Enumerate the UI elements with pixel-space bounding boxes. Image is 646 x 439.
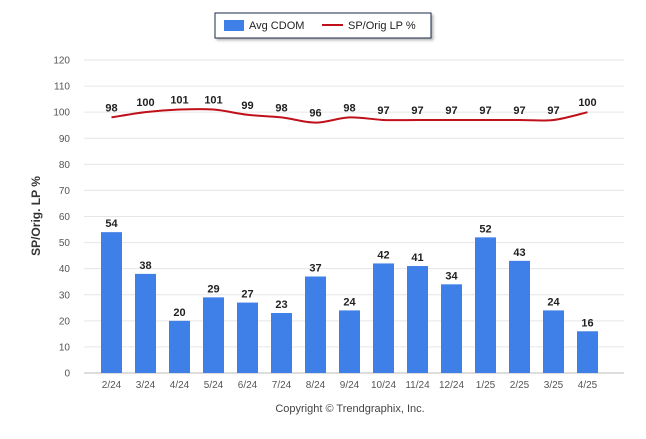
bar	[135, 274, 156, 373]
bar-value-label: 23	[275, 299, 287, 311]
y-tick-label: 30	[59, 290, 71, 301]
line-value-label: 100	[578, 97, 596, 109]
x-tick-label: 12/24	[439, 380, 464, 391]
x-tick-label: 9/24	[340, 380, 360, 391]
bar-value-label: 27	[241, 289, 253, 301]
y-tick-label: 120	[53, 56, 70, 67]
x-tick-label: 2/24	[102, 380, 122, 391]
x-tick-label: 6/24	[238, 380, 258, 391]
x-tick-label: 8/24	[306, 380, 326, 391]
x-tick-label: 4/24	[170, 380, 190, 391]
line-value-label: 98	[343, 102, 355, 114]
y-tick-label: 10	[59, 342, 71, 353]
bar	[339, 310, 360, 373]
line-value-label: 101	[170, 95, 188, 107]
bar-value-label: 29	[207, 283, 219, 295]
bar	[543, 310, 564, 373]
line-value-label: 97	[411, 105, 423, 117]
line-value-label: 97	[513, 105, 525, 117]
bar	[305, 276, 326, 373]
bar-value-label: 43	[513, 247, 525, 259]
y-tick-label: 70	[59, 186, 71, 197]
line-value-label: 97	[479, 105, 491, 117]
bar	[373, 263, 394, 373]
bar-value-label: 54	[105, 218, 118, 230]
legend-bar-label: Avg CDOM	[249, 20, 304, 32]
bar-value-label: 16	[581, 317, 593, 329]
bar	[203, 297, 224, 373]
line-value-label: 101	[204, 95, 222, 107]
bar-value-label: 38	[139, 260, 151, 272]
y-tick-label: 110	[54, 82, 70, 93]
bar	[407, 266, 428, 373]
bar-value-label: 24	[547, 296, 560, 308]
line-value-label: 97	[547, 105, 559, 117]
bar-value-label: 24	[343, 296, 356, 308]
x-tick-label: 3/24	[136, 380, 156, 391]
line-data-labels: 98 100 101 101 99 98 96 98 97 97 97 97 97 97 100	[105, 95, 596, 120]
y-tick-label: 40	[59, 264, 71, 275]
bar-value-label: 41	[411, 252, 423, 264]
x-tick-label: 2/25	[510, 380, 530, 391]
bar	[577, 331, 598, 373]
y-axis-title: SP/Orig. LP %	[29, 176, 43, 256]
bar	[237, 303, 258, 373]
bar	[475, 237, 496, 373]
y-tick-label: 0	[64, 369, 70, 380]
line-value-label: 96	[309, 108, 321, 120]
line-value-label: 100	[136, 97, 154, 109]
line-value-label: 98	[275, 102, 287, 114]
y-tick-label: 20	[59, 316, 71, 327]
y-tick-label: 50	[59, 238, 71, 249]
line-value-label: 97	[377, 105, 389, 117]
chart-legend: Avg CDOM SP/Orig LP %	[215, 13, 431, 38]
line-value-label: 98	[105, 102, 117, 114]
x-tick-label: 7/24	[272, 380, 292, 391]
bar	[441, 284, 462, 373]
y-tick-label: 90	[59, 134, 71, 145]
legend-line-label: SP/Orig LP %	[348, 20, 416, 32]
x-tick-label: 11/24	[405, 380, 430, 391]
line-value-label: 99	[241, 100, 253, 112]
bar-value-label: 34	[445, 270, 458, 282]
x-tick-label: 4/25	[578, 380, 598, 391]
bar-value-label: 42	[377, 249, 389, 261]
legend-bar-swatch	[224, 20, 244, 31]
bar-value-label: 37	[309, 262, 321, 274]
bar	[101, 232, 122, 373]
bar-value-label: 52	[479, 223, 491, 235]
bar	[509, 261, 530, 373]
bar	[169, 321, 190, 373]
y-tick-label: 100	[53, 108, 70, 119]
x-tick-label: 10/24	[371, 380, 396, 391]
x-axis-ticks: 2/24 3/24 4/24 5/24 6/24 7/24 8/24 9/24 10/24 11/…	[102, 380, 598, 391]
x-tick-label: 5/24	[204, 380, 224, 391]
x-tick-label: 3/25	[544, 380, 564, 391]
line-value-label: 97	[445, 105, 457, 117]
y-tick-label: 60	[59, 212, 71, 223]
bar	[271, 313, 292, 373]
y-axis-ticks: 0 10 20 30 40 50 60 70 80 90 100 110 120	[53, 56, 70, 380]
copyright-text: Copyright © Trendgraphix, Inc.	[275, 403, 424, 415]
x-tick-label: 1/25	[476, 380, 496, 391]
y-tick-label: 80	[59, 160, 71, 171]
bar-value-label: 20	[173, 307, 185, 319]
